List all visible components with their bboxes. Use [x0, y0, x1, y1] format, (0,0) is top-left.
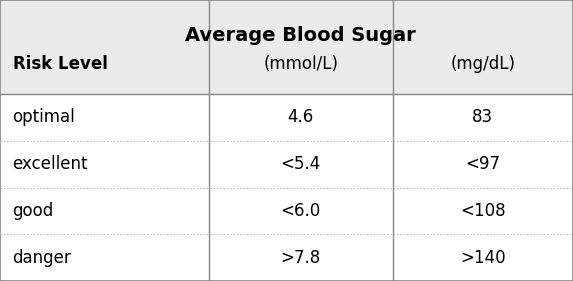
Text: <5.4: <5.4: [281, 155, 321, 173]
Text: <6.0: <6.0: [281, 202, 321, 220]
Text: Average Blood Sugar: Average Blood Sugar: [186, 26, 416, 45]
Text: optimal: optimal: [13, 108, 76, 126]
Text: <97: <97: [465, 155, 500, 173]
Bar: [0, 94, 573, 141]
Text: 83: 83: [472, 108, 493, 126]
Text: (mg/dL): (mg/dL): [450, 55, 515, 73]
Bar: [0, 188, 573, 234]
Text: >7.8: >7.8: [281, 249, 321, 267]
Text: Risk Level: Risk Level: [13, 55, 108, 73]
Text: danger: danger: [13, 249, 72, 267]
Text: 4.6: 4.6: [288, 108, 314, 126]
Bar: [0, 234, 573, 281]
Text: (mmol/L): (mmol/L): [264, 55, 338, 73]
Text: good: good: [13, 202, 54, 220]
Text: <108: <108: [460, 202, 505, 220]
Text: excellent: excellent: [13, 155, 88, 173]
Bar: [0, 0, 573, 94]
Text: >140: >140: [460, 249, 505, 267]
Bar: [0, 141, 573, 188]
